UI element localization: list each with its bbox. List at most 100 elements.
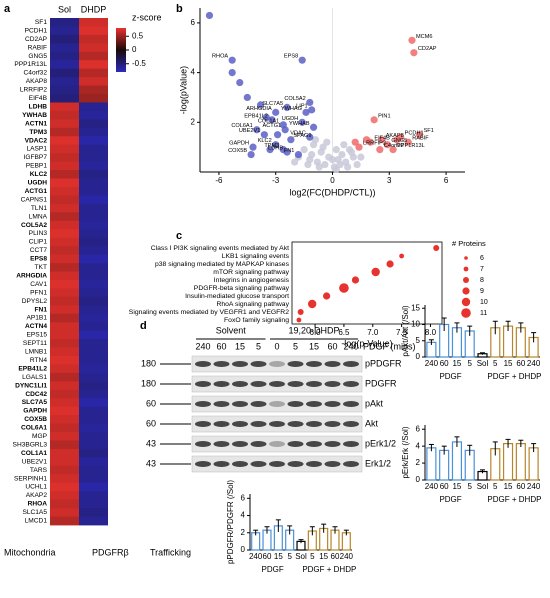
blot-band	[306, 401, 322, 407]
heatmap-cell	[50, 94, 79, 103]
heatmap-cell	[50, 499, 79, 509]
lane-label: 15	[235, 341, 245, 351]
heatmap-cell	[79, 296, 108, 306]
blot-band	[232, 441, 248, 447]
bar	[502, 443, 514, 481]
point-label: UBE2V1	[239, 128, 260, 134]
group-label: PDGF	[439, 495, 461, 504]
heatmap-cell	[79, 203, 108, 213]
y-tick-label: 4	[191, 68, 196, 77]
row-label: TLN1	[31, 205, 47, 212]
point	[355, 143, 363, 151]
panel-label: b	[176, 3, 183, 15]
point	[376, 146, 384, 154]
point	[228, 69, 236, 77]
heatmap-cell	[50, 237, 79, 247]
heatmap-cell	[79, 406, 108, 416]
y-tick-label: 2	[416, 458, 421, 467]
blot-mw-label: 180	[141, 378, 156, 388]
heatmap-cell	[79, 170, 108, 179]
point	[344, 163, 352, 171]
heatmap-cell	[50, 508, 79, 517]
point	[319, 143, 327, 151]
heatmap-cell	[79, 229, 108, 239]
point-label: COL1A1	[258, 118, 279, 124]
point-label: SLC7A5	[262, 101, 283, 107]
point	[302, 108, 310, 116]
blot-band	[213, 381, 230, 387]
group-label: Solvent	[216, 325, 247, 335]
point	[268, 116, 276, 124]
point-label: SPAG9	[293, 133, 311, 139]
heatmap-cell	[79, 432, 108, 441]
heatmap-cell	[79, 51, 108, 61]
size-legend-label: 10	[480, 299, 488, 306]
point	[410, 49, 418, 57]
x-tick-label: 7.5	[396, 328, 408, 337]
heatmap-cell	[50, 381, 79, 391]
heatmap-cell	[79, 508, 108, 517]
heatmap-cell	[50, 296, 79, 306]
blot-band	[195, 381, 211, 387]
x-tick-label: Sol	[477, 482, 489, 491]
blot-band	[324, 361, 341, 367]
heatmap-cell	[50, 279, 79, 289]
column-label: DHDP	[81, 4, 107, 14]
row-label: IGFBP7	[24, 154, 48, 161]
heatmap-cell	[79, 347, 108, 357]
y-tick-label: 15	[411, 303, 420, 312]
point	[351, 138, 359, 146]
heatmap-cell	[79, 415, 108, 424]
point	[315, 163, 323, 171]
heatmap-cell	[50, 26, 79, 36]
lane-label: 60	[216, 341, 226, 351]
point	[362, 136, 371, 144]
row-label: AP1B1	[26, 315, 47, 322]
row-label: ARHGDIA	[16, 272, 47, 279]
heatmap-cell	[50, 356, 79, 365]
row-label: AKAP2	[26, 492, 48, 499]
row-label: LRRFIP2	[20, 87, 47, 94]
y-axis-label: pAkt/Akt (/Sol)	[401, 305, 410, 356]
x-tick-label: 7.0	[367, 328, 379, 337]
blot-band	[324, 381, 341, 387]
row-label: LMNB1	[25, 349, 47, 356]
heatmap-cell	[50, 457, 79, 467]
blot-band	[232, 381, 248, 387]
size-legend-dot	[463, 277, 469, 283]
heatmap-cell	[79, 423, 108, 433]
y-tick-label: 2	[241, 528, 246, 537]
x-tick-label: 60	[440, 482, 449, 491]
x-tick-label: 60	[516, 482, 525, 491]
blot-band	[250, 401, 267, 407]
dot	[297, 309, 304, 315]
panel-label: c	[176, 230, 182, 242]
heatmap-cell	[79, 313, 108, 323]
heatmap-cell	[50, 153, 79, 163]
row-label: MGP	[32, 433, 48, 440]
row-label: TPM3	[29, 129, 47, 136]
point	[332, 146, 340, 154]
x-tick-label: -3	[272, 176, 280, 185]
row-label: EIF4B	[29, 95, 48, 102]
point-label: EIF4B	[374, 136, 390, 142]
blot-band	[213, 461, 230, 467]
heatmap-cell	[79, 389, 108, 399]
x-tick-label: 3	[387, 176, 392, 185]
category-label: Insulin-mediated glucose transport	[185, 293, 289, 300]
bar	[515, 443, 526, 481]
lane-label: 240	[343, 341, 358, 351]
row-label: UCHL1	[25, 484, 47, 491]
point	[287, 136, 295, 144]
heatmap-cell	[50, 482, 79, 492]
x-tick-label: 5	[493, 359, 498, 368]
point	[308, 106, 316, 114]
size-legend-label: 11	[480, 310, 487, 317]
x-tick-label: 6.5	[338, 328, 350, 337]
point	[306, 133, 314, 141]
x-tick-label: 15	[504, 359, 513, 368]
heatmap-cell	[79, 381, 108, 391]
heatmap-cell	[79, 482, 108, 492]
heatmap-cell	[79, 457, 108, 467]
point	[353, 160, 361, 169]
